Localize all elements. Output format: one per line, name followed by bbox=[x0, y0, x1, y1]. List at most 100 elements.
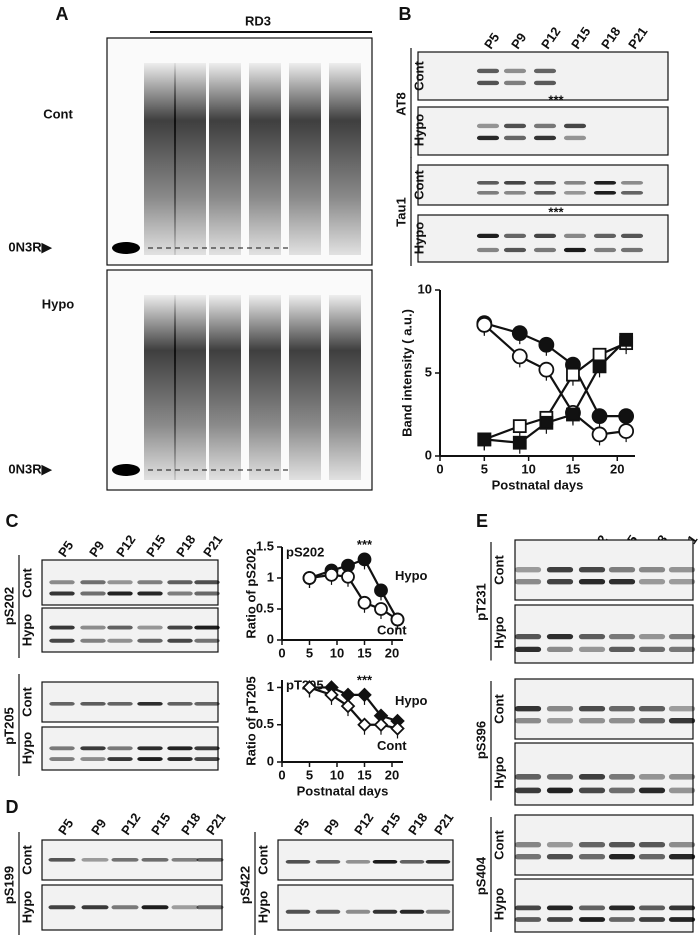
blot-band bbox=[194, 580, 220, 585]
blot-band bbox=[107, 625, 133, 630]
blot-band bbox=[196, 905, 224, 910]
blot-band bbox=[476, 233, 500, 239]
lane-label: P5 bbox=[55, 538, 76, 560]
blot-band bbox=[563, 181, 587, 185]
lane-label: P18 bbox=[598, 24, 624, 52]
blot-band bbox=[167, 638, 193, 643]
blot-band bbox=[608, 774, 636, 780]
y-axis-label: Band intensity ( a.u.) bbox=[399, 309, 414, 437]
blot-band bbox=[638, 774, 666, 780]
blot-band bbox=[514, 567, 542, 573]
lane-label: P15 bbox=[378, 810, 404, 838]
marker bbox=[477, 432, 492, 447]
blot-smear bbox=[174, 63, 206, 255]
condition-label: Cont bbox=[411, 61, 426, 91]
blot-band bbox=[514, 787, 542, 794]
blot-smear bbox=[209, 63, 241, 255]
x-tick-label: 10 bbox=[521, 461, 535, 476]
blot-band bbox=[546, 579, 574, 585]
blot bbox=[514, 878, 694, 933]
blot-band bbox=[171, 858, 199, 862]
condition-label: Cont bbox=[255, 845, 270, 875]
blot-band bbox=[593, 191, 617, 195]
marker bbox=[476, 316, 493, 333]
blot-band bbox=[638, 634, 666, 640]
marker bbox=[511, 325, 528, 342]
lane-label: P18 bbox=[178, 810, 204, 838]
lane-label: P21 bbox=[431, 810, 457, 838]
lane-label: P5 bbox=[55, 816, 76, 838]
blot-band bbox=[425, 860, 451, 864]
blot-band bbox=[563, 247, 587, 253]
panel-letter: C bbox=[6, 511, 19, 531]
group-label: RD3 bbox=[245, 13, 271, 28]
blot-band bbox=[167, 580, 193, 585]
marker bbox=[357, 717, 372, 732]
blot-band bbox=[372, 909, 398, 914]
blot-band bbox=[620, 247, 644, 253]
x-tick-label: 15 bbox=[357, 645, 371, 660]
blot-band bbox=[608, 917, 636, 922]
blot-smear bbox=[144, 63, 176, 255]
lane-label: P18 bbox=[173, 532, 199, 560]
blot-band bbox=[608, 646, 636, 652]
lane-label: P12 bbox=[118, 810, 144, 838]
blot-band bbox=[49, 625, 75, 630]
lane-label: P9 bbox=[86, 538, 107, 560]
blot-band bbox=[476, 80, 500, 86]
y-axis-label: Ratio of pT205 bbox=[243, 676, 258, 766]
lane-label: P21 bbox=[200, 532, 226, 560]
blot-band bbox=[546, 706, 574, 712]
y-tick-label: 5 bbox=[425, 364, 432, 379]
blot-band bbox=[137, 638, 163, 643]
blot-band bbox=[80, 638, 106, 643]
blot-band bbox=[48, 858, 76, 862]
y-tick-label: 1 bbox=[267, 569, 274, 584]
blot-band bbox=[111, 905, 139, 910]
blot-band bbox=[111, 858, 139, 862]
y-tick-label: 0.5 bbox=[256, 716, 274, 731]
blot-band bbox=[476, 247, 500, 253]
blot-band bbox=[345, 909, 371, 914]
blot-band bbox=[546, 842, 574, 848]
condition-label: Hypo bbox=[491, 756, 506, 789]
marker bbox=[302, 680, 317, 695]
blot-band bbox=[638, 905, 666, 911]
blot-band bbox=[608, 579, 636, 585]
blot-band bbox=[578, 706, 606, 712]
blot-band bbox=[608, 854, 636, 860]
blot-band bbox=[503, 181, 527, 185]
x-tick-label: 20 bbox=[610, 461, 624, 476]
x-tick-label: 0 bbox=[278, 645, 285, 660]
blot bbox=[417, 214, 669, 263]
marker bbox=[374, 583, 388, 598]
blot-smear bbox=[289, 63, 321, 255]
blot-band bbox=[503, 191, 527, 195]
series-label: Cont bbox=[377, 622, 407, 637]
blot-band bbox=[167, 591, 193, 596]
condition-label: Hypo bbox=[411, 114, 426, 147]
x-tick-label: 0 bbox=[278, 767, 285, 782]
blot-band bbox=[476, 181, 500, 185]
blot-band bbox=[668, 774, 696, 780]
blot-band bbox=[315, 909, 341, 914]
lane-label: P15 bbox=[568, 24, 594, 52]
lane-label: P9 bbox=[321, 816, 342, 838]
blot-band bbox=[533, 233, 557, 239]
blot-band bbox=[345, 860, 371, 864]
blot-band bbox=[514, 706, 542, 712]
blot-band bbox=[194, 757, 220, 761]
marker bbox=[341, 569, 355, 584]
lane-label: P12 bbox=[113, 532, 139, 560]
blot-band bbox=[49, 757, 75, 761]
significance: *** bbox=[548, 92, 564, 107]
blot-band bbox=[194, 591, 220, 596]
lane-label: P12 bbox=[351, 810, 377, 838]
x-tick-label: 15 bbox=[357, 767, 371, 782]
blot-band bbox=[638, 567, 666, 573]
series-label: Hypo bbox=[395, 568, 428, 583]
blot-band bbox=[107, 580, 133, 585]
blot-band bbox=[167, 746, 193, 751]
blot-band bbox=[578, 567, 606, 573]
chart-title: pS202 bbox=[286, 544, 324, 559]
